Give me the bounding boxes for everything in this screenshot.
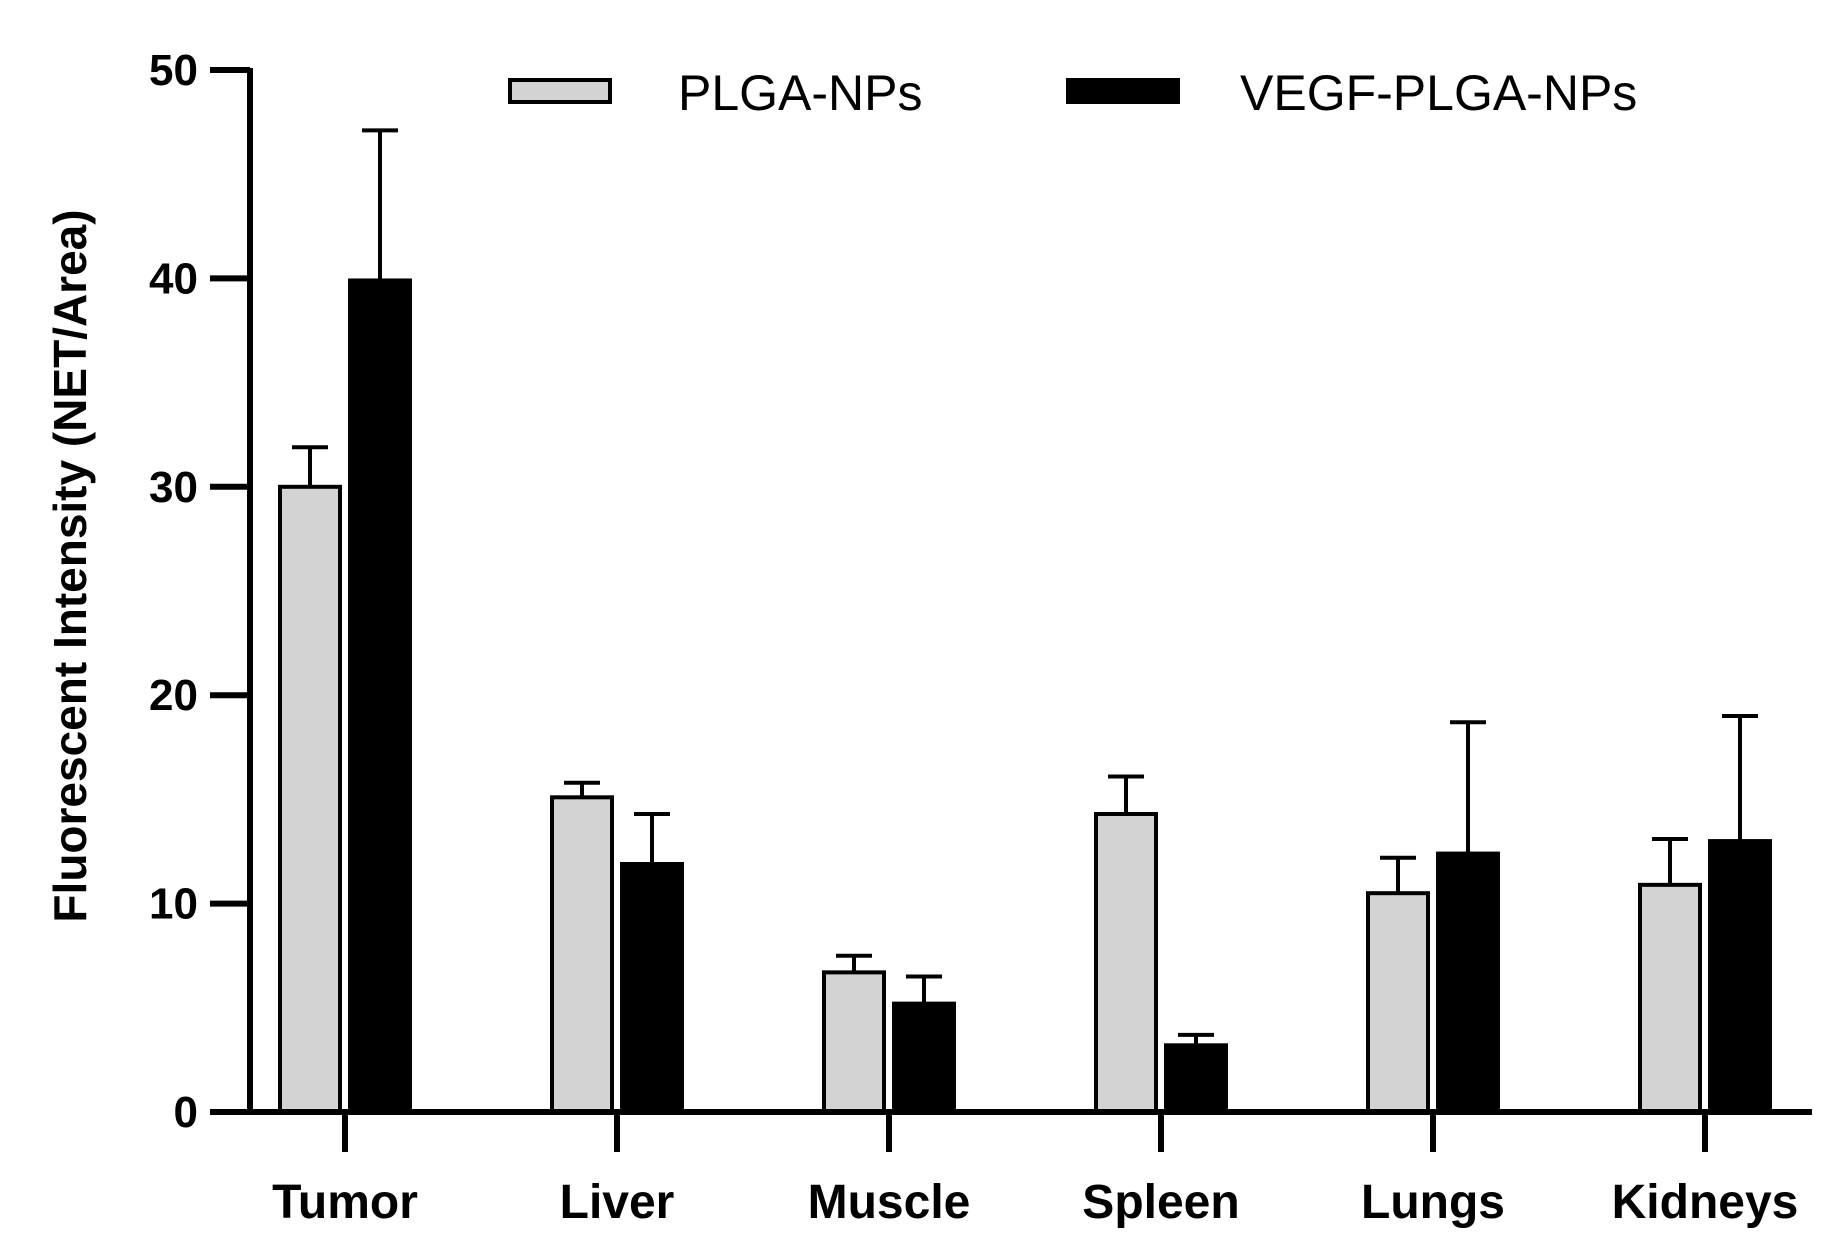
legend-swatch-plga-nps [508, 78, 612, 104]
x-tick-label-lungs: Lungs [1361, 1176, 1505, 1229]
x-tick-label-tumor: Tumor [272, 1176, 418, 1229]
bar-plga-nps-liver [550, 795, 614, 1114]
y-tick-label-40: 40 [149, 254, 198, 303]
y-tick-label-20: 20 [149, 671, 198, 720]
x-tick-label-spleen: Spleen [1082, 1176, 1239, 1229]
legend: PLGA-NPs VEGF-PLGA-NPs [508, 65, 1637, 121]
x-tick-label-kidneys: Kidneys [1612, 1176, 1799, 1229]
legend-label-vegf-plga-nps: VEGF-PLGA-NPs [1240, 65, 1637, 121]
axes [247, 68, 1812, 1115]
bars [278, 278, 1772, 1115]
bar-vegf-plga-nps-kidneys [1708, 839, 1772, 1115]
bar-plga-nps-tumor [278, 484, 342, 1114]
bar-plga-nps-kidneys [1638, 882, 1702, 1114]
y-tick-label-50: 50 [149, 46, 198, 95]
error-bars [292, 128, 1758, 1046]
y-tick-label-0: 0 [174, 1088, 198, 1137]
bar-vegf-plga-nps-liver [620, 862, 684, 1115]
bar-vegf-plga-nps-spleen [1164, 1043, 1228, 1115]
y-ticks: 0 10 20 30 40 50 [149, 46, 250, 1137]
x-tick-label-liver: Liver [560, 1176, 675, 1229]
legend-label-plga-nps: PLGA-NPs [678, 65, 923, 121]
bar-plga-nps-muscle [822, 970, 886, 1115]
bar-vegf-plga-nps-tumor [348, 278, 412, 1114]
bar-plga-nps-spleen [1094, 811, 1158, 1114]
y-tick-label-30: 30 [149, 463, 198, 512]
legend-swatch-vegf-plga-nps [1066, 78, 1180, 104]
y-axis-title: Fluorescent Intensity (NET/Area) [44, 209, 96, 922]
bar-plga-nps-lungs [1366, 891, 1430, 1114]
x-ticks: Tumor Liver Muscle Spleen Lungs Kidneys [272, 1112, 1798, 1229]
x-tick-label-muscle: Muscle [808, 1176, 971, 1229]
bar-vegf-plga-nps-muscle [892, 1001, 956, 1115]
bar-vegf-plga-nps-lungs [1436, 851, 1500, 1114]
y-tick-label-10: 10 [149, 880, 198, 929]
